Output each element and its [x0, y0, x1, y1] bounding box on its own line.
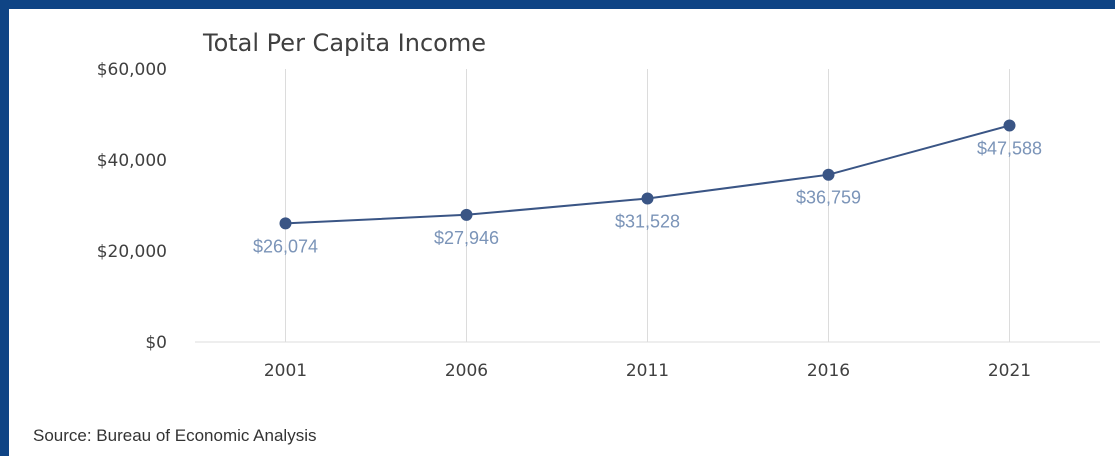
source-note: Source: Bureau of Economic Analysis	[33, 426, 317, 445]
vertical-grid	[285, 69, 1010, 342]
data-point-marker	[1003, 119, 1016, 132]
y-tick-label: $0	[145, 333, 167, 353]
data-labels: $26,074 $27,946 $31,528 $36,759 $47,588	[253, 138, 1042, 256]
data-markers	[279, 119, 1016, 230]
data-label: $36,759	[796, 188, 861, 208]
y-tick-label: $60,000	[97, 60, 167, 80]
y-axis-ticks: $0 $20,000 $40,000 $60,000	[97, 60, 167, 353]
x-tick-label: 2011	[626, 361, 669, 381]
x-tick-label: 2006	[445, 361, 488, 381]
x-tick-label: 2016	[807, 361, 850, 381]
data-point-marker	[822, 168, 835, 181]
data-label: $27,946	[434, 228, 499, 248]
x-tick-label: 2001	[264, 361, 307, 381]
data-point-marker	[641, 192, 654, 205]
y-tick-label: $20,000	[97, 242, 167, 262]
data-label: $47,588	[977, 138, 1042, 158]
data-label: $26,074	[253, 236, 318, 256]
x-tick-label: 2021	[988, 361, 1031, 381]
data-label: $31,528	[615, 212, 680, 232]
chart-title: Total Per Capita Income	[202, 29, 486, 57]
x-axis-ticks: 2001 2006 2011 2016 2021	[264, 361, 1031, 381]
data-point-marker	[279, 217, 292, 230]
data-point-marker	[460, 208, 473, 221]
y-tick-label: $40,000	[97, 151, 167, 171]
